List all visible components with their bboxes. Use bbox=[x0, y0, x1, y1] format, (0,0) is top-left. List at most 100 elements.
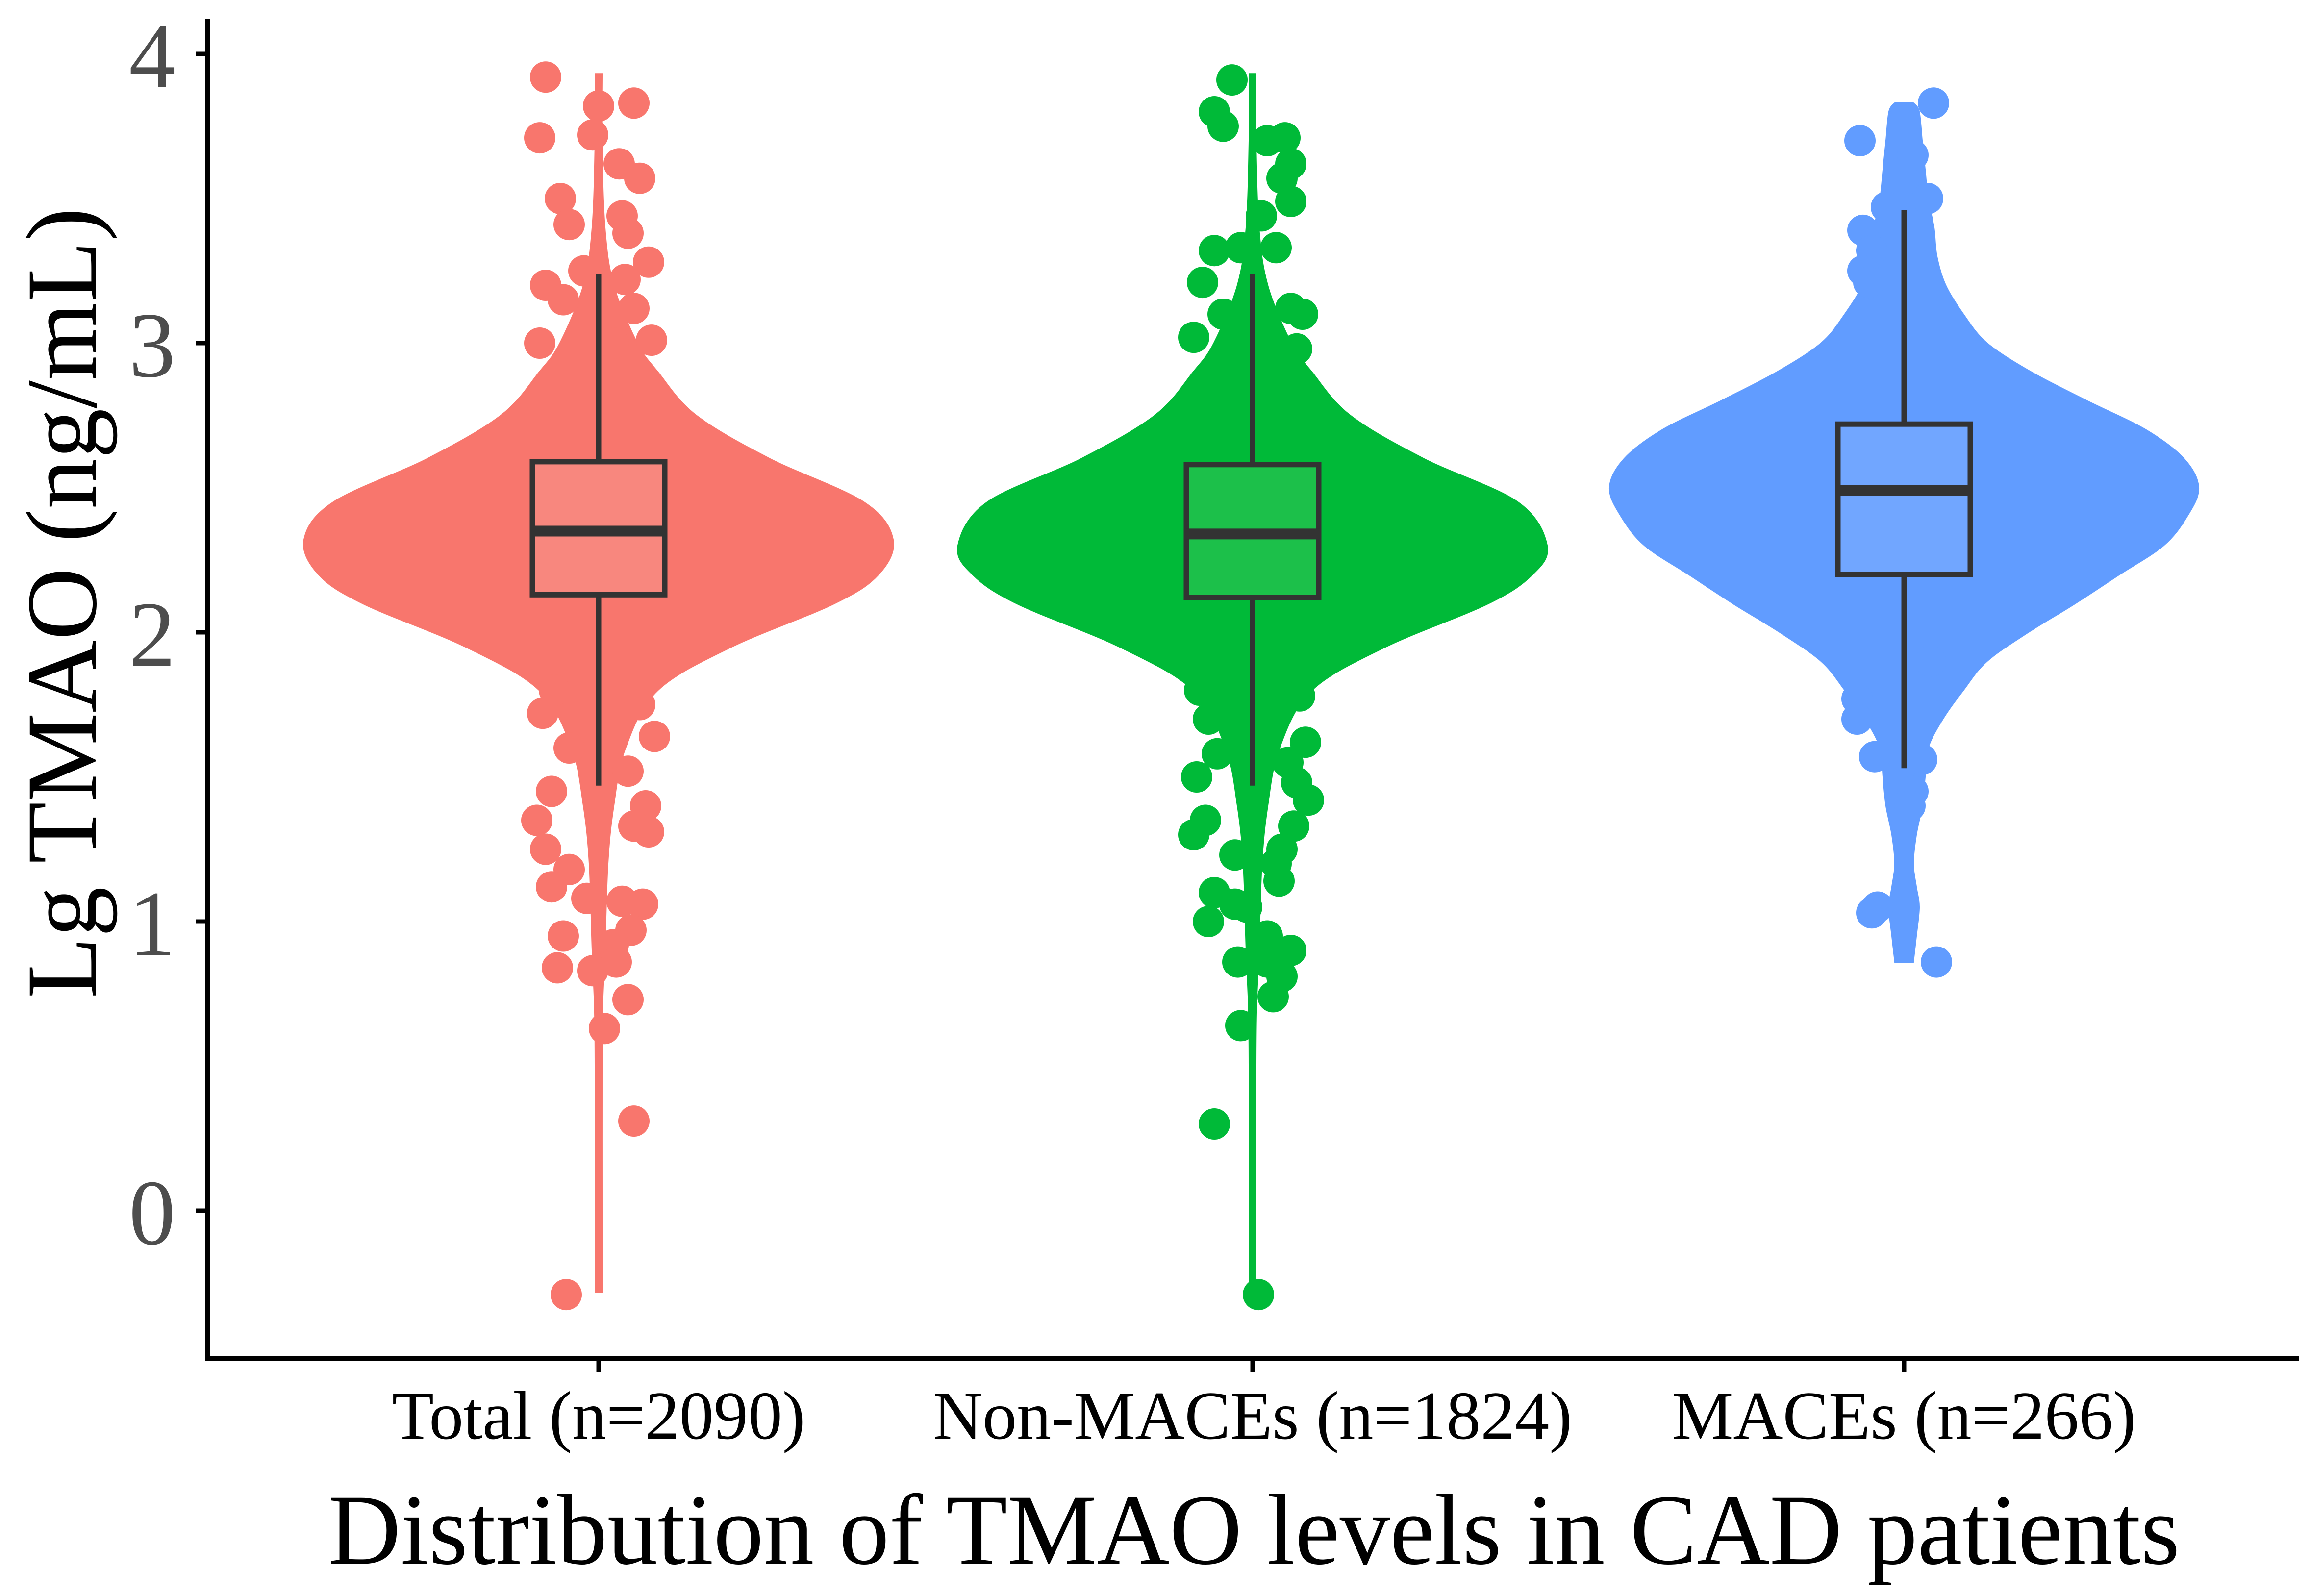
iqr-box bbox=[1835, 421, 1973, 577]
data-point bbox=[1862, 891, 1893, 923]
data-point bbox=[1915, 646, 1946, 677]
boxplot-0 bbox=[529, 274, 668, 786]
data-point bbox=[618, 87, 650, 119]
data-point bbox=[1246, 200, 1277, 232]
data-point bbox=[1178, 819, 1209, 850]
data-point bbox=[521, 804, 552, 836]
data-point bbox=[1178, 322, 1209, 353]
data-point bbox=[548, 284, 579, 316]
data-point bbox=[618, 1105, 650, 1137]
data-point bbox=[618, 293, 650, 324]
data-point bbox=[1193, 906, 1224, 937]
data-point bbox=[1841, 703, 1873, 735]
data-point bbox=[1260, 232, 1292, 264]
data-point bbox=[1894, 790, 1926, 822]
x-axis-title: Distribution of TMAO levels in CAD patie… bbox=[328, 1474, 2180, 1586]
data-point bbox=[1906, 744, 1937, 775]
jitter-points-layer bbox=[521, 61, 1952, 1311]
data-point bbox=[1269, 122, 1301, 154]
data-point bbox=[1199, 1108, 1230, 1140]
data-point bbox=[553, 209, 585, 241]
data-point bbox=[1918, 87, 1949, 119]
data-point bbox=[624, 162, 655, 194]
data-point bbox=[1275, 185, 1306, 217]
boxplot-layer bbox=[529, 210, 1973, 786]
data-point bbox=[536, 775, 567, 807]
data-point bbox=[639, 721, 670, 752]
data-point bbox=[1912, 183, 1943, 214]
data-point bbox=[624, 689, 655, 721]
x-tick-label: Total (n=2090) bbox=[392, 1378, 805, 1454]
data-point bbox=[1871, 191, 1902, 223]
data-point bbox=[633, 246, 664, 278]
data-point bbox=[527, 698, 558, 729]
x-tick-label: Non-MACEs (n=1824) bbox=[933, 1378, 1572, 1454]
data-point bbox=[530, 61, 561, 93]
y-tick-label: 0 bbox=[129, 1162, 176, 1265]
data-point bbox=[545, 183, 576, 214]
data-point bbox=[524, 327, 555, 359]
data-point bbox=[1207, 110, 1239, 142]
axes bbox=[205, 19, 2299, 1361]
data-point bbox=[1193, 703, 1224, 735]
data-point bbox=[589, 1013, 620, 1045]
data-point bbox=[1252, 920, 1283, 952]
data-point bbox=[1199, 235, 1230, 267]
data-point bbox=[577, 119, 608, 151]
data-point bbox=[612, 217, 644, 249]
data-point bbox=[1853, 267, 1884, 299]
data-point bbox=[1859, 741, 1890, 773]
data-point bbox=[627, 888, 658, 920]
y-axis-title: Lg TMAO (ng/mL) bbox=[6, 207, 118, 998]
data-point bbox=[1225, 1010, 1256, 1042]
data-point bbox=[551, 1279, 582, 1311]
data-point bbox=[1257, 981, 1289, 1013]
data-point bbox=[1281, 333, 1312, 365]
data-point bbox=[1844, 125, 1876, 156]
data-point bbox=[1275, 935, 1306, 966]
data-point bbox=[1225, 232, 1256, 264]
data-point bbox=[1897, 139, 1929, 171]
data-point bbox=[536, 871, 567, 903]
data-point bbox=[571, 882, 603, 914]
data-point bbox=[524, 122, 555, 154]
data-point bbox=[1278, 810, 1309, 842]
data-point bbox=[1222, 946, 1254, 978]
x-tick-label: MACEs (n=266) bbox=[1672, 1378, 2136, 1454]
data-point bbox=[553, 732, 585, 764]
data-point bbox=[633, 816, 664, 848]
data-point bbox=[1290, 726, 1321, 758]
data-point bbox=[1207, 299, 1239, 330]
data-point bbox=[1287, 299, 1318, 330]
data-point bbox=[1202, 738, 1233, 770]
boxplot-1 bbox=[1183, 274, 1322, 786]
data-point bbox=[612, 984, 644, 1016]
data-point bbox=[1184, 674, 1215, 706]
data-point bbox=[568, 255, 600, 287]
y-tick-label: 2 bbox=[129, 583, 176, 686]
y-ticks: 0 1 2 3 4 bbox=[129, 5, 208, 1265]
y-tick-label: 4 bbox=[129, 5, 176, 108]
data-point bbox=[1231, 891, 1262, 923]
data-point bbox=[1181, 761, 1212, 793]
data-point bbox=[1187, 267, 1218, 299]
y-tick-label: 1 bbox=[129, 873, 176, 975]
data-point bbox=[598, 327, 629, 359]
data-point bbox=[1219, 839, 1251, 871]
data-point bbox=[539, 674, 570, 706]
data-point bbox=[548, 920, 579, 952]
boxplot-2 bbox=[1835, 210, 1973, 769]
data-point bbox=[1284, 680, 1315, 712]
data-point bbox=[1293, 784, 1324, 816]
x-ticks: Total (n=2090) Non-MACEs (n=1824) MACEs (n… bbox=[392, 1361, 2136, 1454]
data-point bbox=[542, 952, 573, 984]
y-tick-label: 3 bbox=[129, 294, 176, 397]
data-point bbox=[636, 324, 667, 356]
data-point bbox=[601, 946, 632, 978]
data-point bbox=[609, 264, 641, 296]
data-point bbox=[530, 833, 561, 865]
data-point bbox=[1243, 1279, 1274, 1311]
data-point bbox=[583, 90, 614, 122]
data-point bbox=[1921, 946, 1952, 978]
